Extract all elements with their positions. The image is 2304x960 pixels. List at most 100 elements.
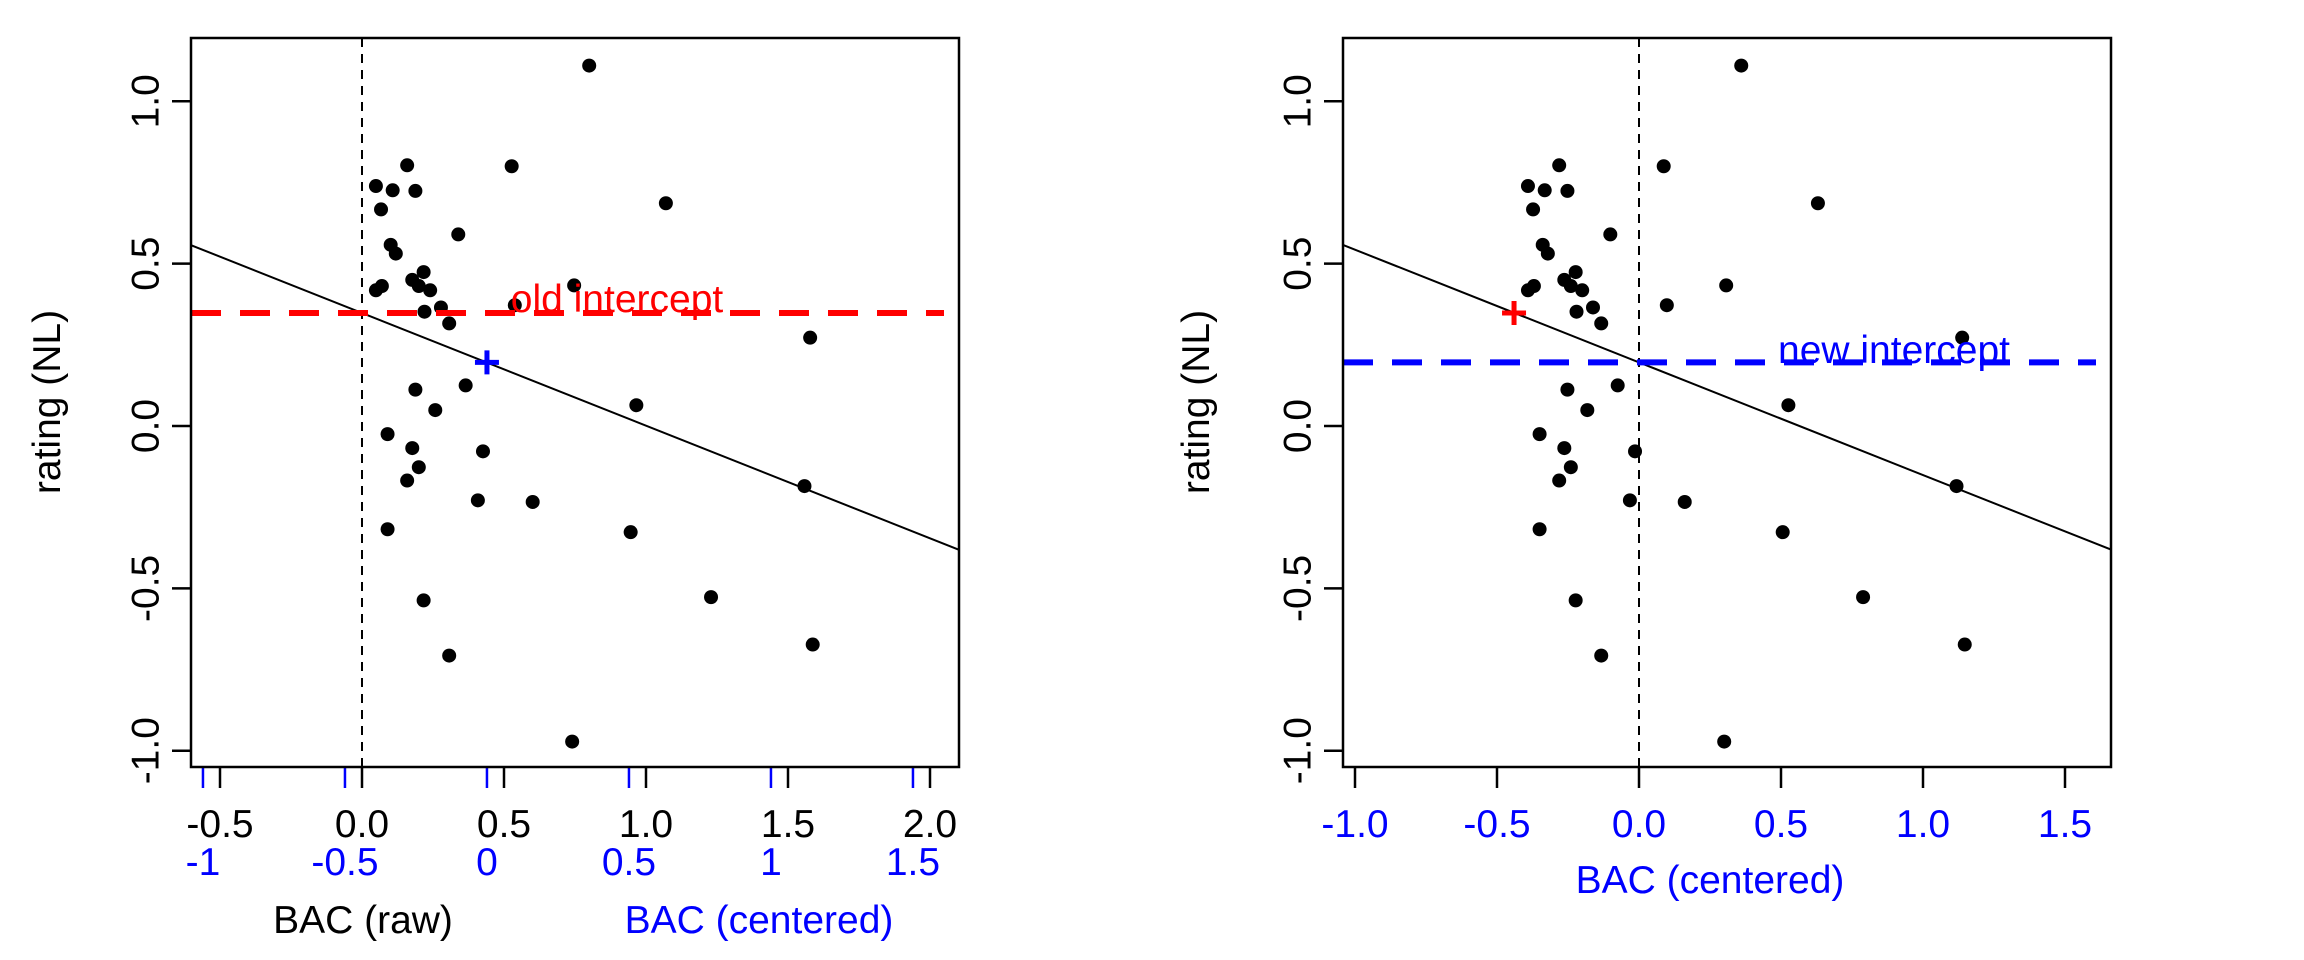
data-point xyxy=(525,494,540,509)
data-point xyxy=(1526,279,1541,294)
data-point xyxy=(417,304,432,319)
data-point xyxy=(416,593,431,608)
x-tick-label: 1.5 xyxy=(2038,803,2092,846)
y-axis-title: rating (NL) xyxy=(1175,310,1218,494)
data-point xyxy=(1856,590,1871,605)
data-point xyxy=(385,183,400,198)
data-point xyxy=(1560,183,1575,198)
right-panel: -1.0 -0.5 0.0 0.5 1.0 -1.0 -0.5 0.0 0.5 1.0 1.5 ra… xyxy=(1175,36,2113,902)
y-tick-label: -1.0 xyxy=(125,717,168,784)
data-point xyxy=(1532,522,1547,537)
data-point xyxy=(442,316,457,331)
data-point xyxy=(1659,298,1674,313)
data-point xyxy=(408,183,423,198)
data-point xyxy=(1568,593,1583,608)
data-point xyxy=(380,427,395,442)
data-point xyxy=(1557,441,1572,456)
mean-point-plus-marker xyxy=(474,350,499,375)
data-point xyxy=(1734,58,1749,73)
centered-x-tick-label: 1.5 xyxy=(886,841,940,884)
data-point xyxy=(1775,525,1790,540)
x-tick-label: 1.5 xyxy=(761,803,815,846)
data-point xyxy=(1563,279,1578,294)
x-tick-label: -1.0 xyxy=(1321,803,1388,846)
data-point xyxy=(1537,183,1552,198)
centered-x-tick-label: 0.5 xyxy=(602,841,656,884)
new-intercept-label: new intercept xyxy=(1778,329,2010,372)
plot-frame xyxy=(1341,36,2113,769)
data-point xyxy=(1656,159,1671,174)
data-point xyxy=(658,196,673,211)
y-tick-label: -0.5 xyxy=(125,555,168,622)
data-point xyxy=(1520,179,1535,194)
x-tick-label: -0.5 xyxy=(186,803,253,846)
regression-line xyxy=(1342,243,2112,551)
data-point xyxy=(1568,265,1583,280)
y-tick-label: 0.0 xyxy=(1277,399,1320,453)
data-point xyxy=(411,460,426,475)
x-axis-title: BAC (centered) xyxy=(1576,859,1845,902)
y-tick-label: 0.0 xyxy=(125,399,168,453)
y-tick-label: 0.5 xyxy=(1277,237,1320,291)
x-tick-label: 0.5 xyxy=(477,803,531,846)
data-point xyxy=(374,279,389,294)
data-point xyxy=(1717,734,1732,749)
left-panel: -1.0-0.50.00.51.0-0.5 0.0 0.5 1.0 1.5 2.0-1 -0… xyxy=(26,36,961,942)
data-point xyxy=(504,159,519,174)
data-point xyxy=(1810,196,1825,211)
data-point xyxy=(1532,427,1547,442)
data-point xyxy=(380,522,395,537)
data-point xyxy=(1575,283,1590,298)
data-point xyxy=(1560,382,1575,397)
y-tick-label: 1.0 xyxy=(1277,74,1320,128)
data-point xyxy=(1603,227,1618,242)
data-point xyxy=(405,441,420,456)
data-point xyxy=(805,637,820,652)
centered-x-tick-label: 1 xyxy=(760,841,782,884)
x-tick-label: 0.5 xyxy=(1754,803,1808,846)
data-point xyxy=(1585,300,1600,315)
data-point xyxy=(1552,473,1567,488)
old-intercept-plus-marker xyxy=(1502,301,1527,326)
data-point xyxy=(1552,158,1567,173)
x-tick-label: 2.0 xyxy=(903,803,957,846)
data-point xyxy=(1781,398,1796,413)
data-point xyxy=(1622,493,1637,508)
data-point xyxy=(400,473,415,488)
plot-frame xyxy=(189,36,961,769)
data-point xyxy=(458,378,473,393)
data-point xyxy=(629,398,644,413)
data-point xyxy=(374,202,389,217)
x-tick-label: 1.0 xyxy=(619,803,673,846)
data-point xyxy=(582,58,597,73)
data-point xyxy=(1563,460,1578,475)
data-point xyxy=(442,648,457,663)
old-intercept-label: old intercept xyxy=(511,278,724,321)
data-point xyxy=(567,278,582,293)
data-point xyxy=(470,493,485,508)
y-tick-label: -1.0 xyxy=(1277,717,1320,784)
x-tick-label: 0.0 xyxy=(335,803,389,846)
data-point xyxy=(411,279,426,294)
data-point xyxy=(1569,304,1584,319)
data-point xyxy=(428,403,443,418)
centered-x-tick-label: -0.5 xyxy=(311,841,378,884)
x-axis-title-centered: BAC (centered) xyxy=(625,899,894,942)
data-point xyxy=(451,227,466,242)
data-point xyxy=(1594,648,1609,663)
regression-line xyxy=(190,244,960,551)
y-tick-label: 0.5 xyxy=(125,237,168,291)
data-point xyxy=(1677,494,1692,509)
centered-x-tick-label: 0 xyxy=(476,841,498,884)
data-point xyxy=(1610,378,1625,393)
data-point xyxy=(368,179,383,194)
y-tick-label: -0.5 xyxy=(1277,555,1320,622)
data-point xyxy=(1719,278,1734,293)
data-point xyxy=(1540,246,1555,261)
data-point xyxy=(416,265,431,280)
data-point xyxy=(408,382,423,397)
data-point xyxy=(704,590,719,605)
data-point xyxy=(1628,444,1643,459)
x-tick-label: 0.0 xyxy=(1612,803,1666,846)
data-point xyxy=(475,444,490,459)
